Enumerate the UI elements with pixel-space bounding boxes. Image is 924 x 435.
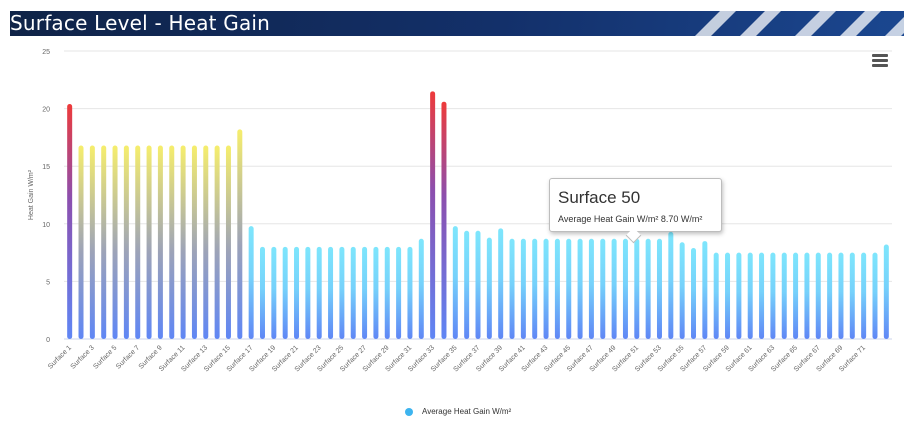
bar[interactable] [611,238,617,339]
bar[interactable] [350,246,356,339]
hamburger-menu-icon[interactable] [870,52,890,70]
bar[interactable] [520,238,526,339]
bar[interactable] [725,252,731,339]
bar[interactable] [622,238,628,339]
bar[interactable] [316,246,322,339]
bar[interactable] [883,244,889,339]
bar[interactable] [282,246,288,339]
bar[interactable] [645,238,651,339]
bar[interactable] [861,252,867,339]
bar[interactable] [656,238,662,339]
bar[interactable] [600,238,606,339]
tooltip-value: 8.70 W/m² [660,214,703,224]
bar[interactable] [804,252,810,339]
tooltip-series-name: Average Heat Gain W/m² [558,214,659,224]
bar[interactable] [407,246,413,339]
bar[interactable] [101,145,107,339]
bar[interactable] [554,238,560,339]
bar[interactable] [793,252,799,339]
bar[interactable] [747,252,753,339]
bar[interactable] [702,241,708,339]
bar[interactable] [770,252,776,339]
bar[interactable] [328,246,334,339]
bar[interactable] [225,145,231,339]
x-tick-label: Surface 7 [115,344,141,370]
bar[interactable] [634,238,640,339]
x-tick-label: Surface 1 [47,344,73,370]
bar[interactable] [373,246,379,339]
bar[interactable] [849,252,855,339]
bar[interactable] [271,246,277,339]
bar[interactable] [532,238,538,339]
chart-title: Surface Level - Heat Gain [10,11,271,35]
tooltip: Surface 50 Average Heat Gain W/m² 8.70 W… [549,178,722,244]
bar[interactable] [146,145,152,339]
bar[interactable] [668,231,674,339]
menu-bar [872,59,888,62]
bar[interactable] [203,145,209,339]
menu-bar [872,54,888,57]
y-tick-label: 20 [42,107,50,114]
bar[interactable] [191,145,197,339]
bar[interactable] [509,238,515,339]
bar[interactable] [214,145,220,339]
x-tick-label: Surface 3 [70,344,96,370]
bar[interactable] [577,238,583,339]
bar[interactable] [498,228,504,339]
bar[interactable] [294,246,300,339]
bar[interactable] [486,237,492,339]
bar[interactable] [781,252,787,339]
bar[interactable] [464,230,470,339]
y-tick-label: 5 [46,279,50,286]
bar[interactable] [815,252,821,339]
bar[interactable] [588,238,594,339]
bar[interactable] [475,230,481,339]
bar[interactable] [691,247,697,339]
bar[interactable] [112,145,118,339]
bar[interactable] [430,91,436,339]
bar[interactable] [135,145,141,339]
bar[interactable] [872,252,878,339]
bar[interactable] [362,246,368,339]
legend-dot-icon [405,408,413,416]
chart-header: Surface Level - Heat Gain [10,11,904,36]
menu-bar [872,64,888,67]
bar[interactable] [396,246,402,339]
bar[interactable] [418,238,424,339]
bar[interactable] [157,145,163,339]
bar[interactable] [679,242,685,339]
bar[interactable] [543,238,549,339]
bar[interactable] [78,145,84,339]
bar[interactable] [838,252,844,339]
bar[interactable] [67,103,73,340]
bar[interactable] [736,252,742,339]
bar[interactable] [237,129,243,339]
bar[interactable] [123,145,129,339]
bar[interactable] [566,238,572,339]
bar[interactable] [89,145,95,339]
bar[interactable] [259,246,265,339]
bar[interactable] [759,252,765,339]
y-tick-label: 25 [42,49,50,56]
y-tick-label: 15 [42,164,50,171]
y-tick-label: 10 [42,222,50,229]
y-tick-label: 0 [46,337,50,344]
bar[interactable] [180,145,186,339]
legend-label: Average Heat Gain W/m² [422,407,512,416]
bar[interactable] [339,246,345,339]
bar[interactable] [305,246,311,339]
bar[interactable] [248,226,254,339]
tooltip-title: Surface 50 [558,188,641,207]
bar[interactable] [441,101,447,339]
bar[interactable] [384,246,390,339]
bar[interactable] [169,145,175,339]
bar[interactable] [827,252,833,339]
tooltip-body: Average Heat Gain W/m² 8.70 W/m² [558,214,702,224]
y-axis-label: Heat Gain W/m² [28,169,35,220]
bar[interactable] [713,252,719,339]
bar[interactable] [452,226,458,339]
x-tick-label: Surface 5 [92,344,118,370]
